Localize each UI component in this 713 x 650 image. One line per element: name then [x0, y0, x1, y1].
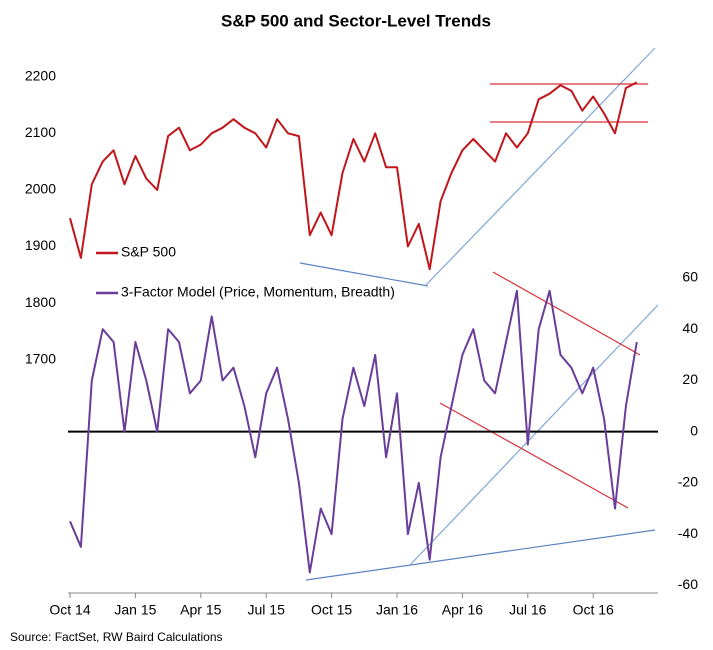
y2-tick-label: 20 [682, 371, 698, 387]
series-line [69, 289, 638, 574]
trend-line [299, 262, 429, 287]
y-tick-label: 2200 [25, 67, 56, 83]
trend-line [439, 402, 629, 509]
x-tick-label: Oct 14 [49, 602, 90, 618]
y2-tick-label: 40 [682, 320, 698, 336]
x-tick-label: Oct 15 [311, 602, 352, 618]
y2-tick-label: -60 [678, 576, 698, 592]
x-tick-label: Jul 16 [509, 602, 547, 618]
x-tick-label: Jan 15 [114, 602, 156, 618]
x-tick-label: Jul 15 [248, 602, 286, 618]
trend-line [424, 47, 656, 287]
y-tick-label: 2000 [25, 181, 56, 197]
trend-line [305, 529, 656, 581]
trend-line [409, 304, 659, 566]
y2-tick-label: 0 [690, 422, 698, 438]
trend-lines [299, 47, 659, 581]
y-tick-label: 1700 [25, 350, 56, 366]
y2-tick-label: -40 [678, 525, 698, 541]
legend-label: S&P 500 [121, 244, 176, 260]
x-tick-label: Apr 15 [180, 602, 221, 618]
legend-label: 3-Factor Model (Price, Momentum, Breadth… [121, 284, 395, 300]
trend-line [492, 271, 641, 356]
y2-tick-label: 60 [682, 269, 698, 285]
y-tick-label: 2100 [25, 124, 56, 140]
x-tick-label: Jan 16 [376, 602, 418, 618]
chart-title: S&P 500 and Sector-Level Trends [221, 11, 491, 30]
y-tick-label: 1900 [25, 237, 56, 253]
source-note: Source: FactSet, RW Baird Calculations [10, 630, 223, 644]
x-tick-label: Apr 16 [442, 602, 483, 618]
x-tick-label: Oct 16 [573, 602, 614, 618]
y-tick-label: 1800 [25, 294, 56, 310]
y2-tick-label: -20 [678, 474, 698, 490]
series-line [69, 81, 638, 271]
